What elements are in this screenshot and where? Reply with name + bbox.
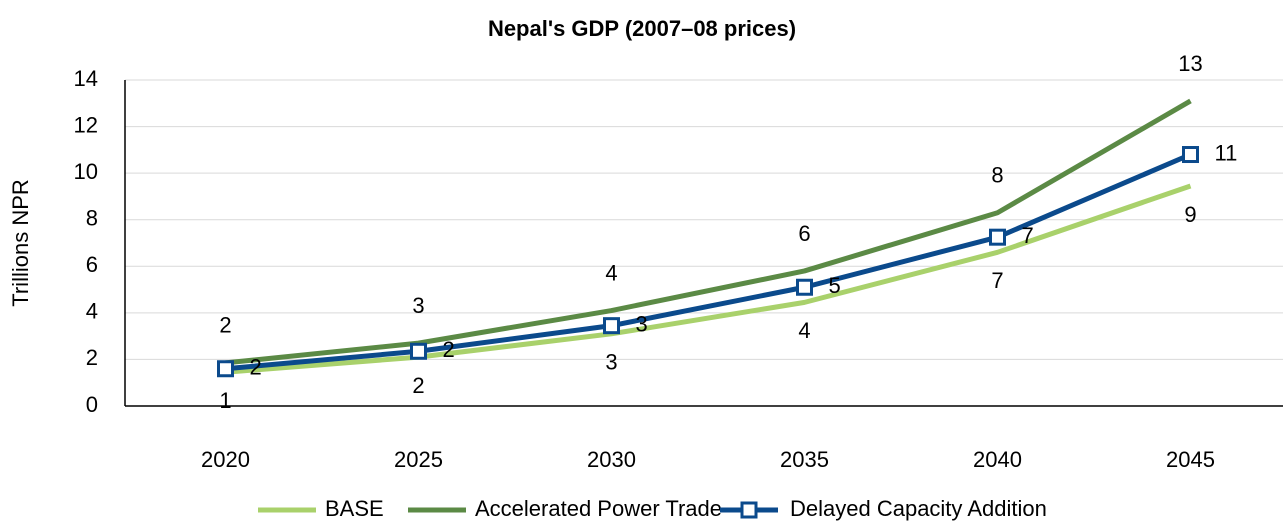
line-series — [225, 152, 1192, 372]
x-tick-label: 2020 — [201, 447, 250, 472]
y-tick-label: 8 — [86, 206, 98, 231]
data-label: 1 — [219, 388, 231, 413]
line-series — [225, 98, 1192, 366]
data-label: 7 — [991, 268, 1003, 293]
data-label: 2 — [443, 337, 455, 362]
data-label: 3 — [636, 311, 648, 336]
y-tick-label: 2 — [86, 345, 98, 370]
data-label: 2 — [219, 313, 231, 338]
data-label: 8 — [991, 163, 1003, 188]
line-series — [225, 183, 1192, 375]
data-label: 9 — [1184, 202, 1196, 227]
x-tick-label: 2035 — [780, 447, 829, 472]
marker — [217, 360, 234, 378]
data-label: 11 — [1215, 140, 1238, 165]
legend-label: Accelerated Power Trade — [475, 496, 722, 521]
data-label: 2 — [250, 355, 262, 380]
legend-label: BASE — [325, 496, 384, 521]
x-tick-label: 2025 — [394, 447, 443, 472]
x-tick-label: 2040 — [973, 447, 1022, 472]
data-label: 7 — [1022, 223, 1034, 248]
x-tick-label: 2030 — [587, 447, 636, 472]
data-label: 4 — [605, 260, 617, 285]
legend-label: Delayed Capacity Addition — [790, 496, 1047, 521]
x-tick-label: 2045 — [1166, 447, 1215, 472]
data-label: 2 — [412, 373, 424, 398]
y-tick-label: 0 — [86, 392, 98, 417]
data-label: 3 — [605, 350, 617, 375]
marker — [603, 317, 620, 335]
y-tick-label: 4 — [86, 299, 98, 324]
marker — [796, 278, 813, 296]
data-label: 4 — [798, 318, 810, 343]
data-label: 6 — [798, 221, 810, 246]
y-axis-label: Trillions NPR — [8, 179, 33, 307]
data-label: 13 — [1178, 51, 1202, 76]
chart-title: Nepal's GDP (2007–08 prices) — [488, 16, 796, 41]
marker — [410, 342, 427, 360]
marker — [989, 228, 1006, 246]
data-label: 5 — [829, 273, 841, 298]
y-tick-label: 10 — [74, 159, 98, 184]
data-label: 3 — [412, 293, 424, 318]
y-tick-label: 12 — [74, 112, 98, 137]
y-tick-label: 6 — [86, 252, 98, 277]
legend-marker — [740, 501, 758, 519]
y-tick-label: 14 — [74, 66, 98, 91]
marker — [1182, 146, 1199, 164]
